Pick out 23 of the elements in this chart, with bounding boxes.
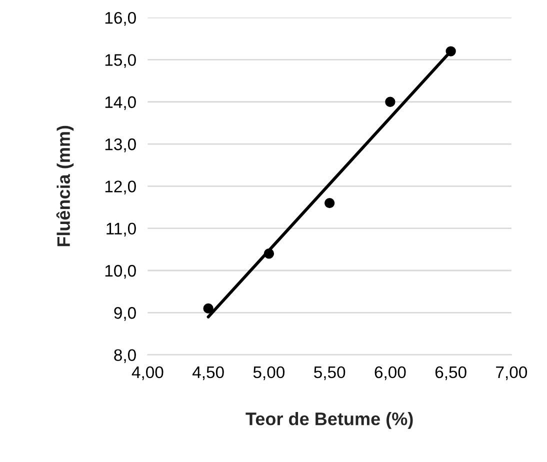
- y-tick-label: 8,0: [114, 349, 136, 363]
- x-tick-label: 4,50: [192, 366, 224, 380]
- y-tick-label: 13,0: [105, 138, 136, 152]
- x-tick-label: 7,00: [496, 366, 528, 380]
- point: [203, 303, 214, 314]
- x-tick-label: 6,00: [374, 366, 406, 380]
- point: [385, 96, 396, 107]
- x-tick-label: 5,50: [314, 366, 346, 380]
- y-tick-label: 14,0: [105, 96, 136, 110]
- point: [446, 46, 456, 56]
- y-tick-label: 16,0: [105, 12, 136, 26]
- point: [264, 248, 274, 259]
- x-tick-label: 4,00: [132, 366, 164, 380]
- y-tick-label: 11,0: [106, 222, 136, 237]
- y-tick-label: 9,0: [114, 307, 136, 321]
- y-axis-title: Fluência (mm): [56, 126, 74, 246]
- x-tick-label: 6,50: [435, 366, 466, 380]
- y-tick-label: 10,0: [105, 264, 136, 279]
- point: [324, 198, 335, 208]
- x-tick-label: 5,00: [253, 366, 285, 380]
- y-tick-label: 15,0: [105, 54, 136, 68]
- x-axis-title: Teor de Betume (%): [246, 412, 413, 429]
- y-tick-label: 12,0: [105, 180, 136, 194]
